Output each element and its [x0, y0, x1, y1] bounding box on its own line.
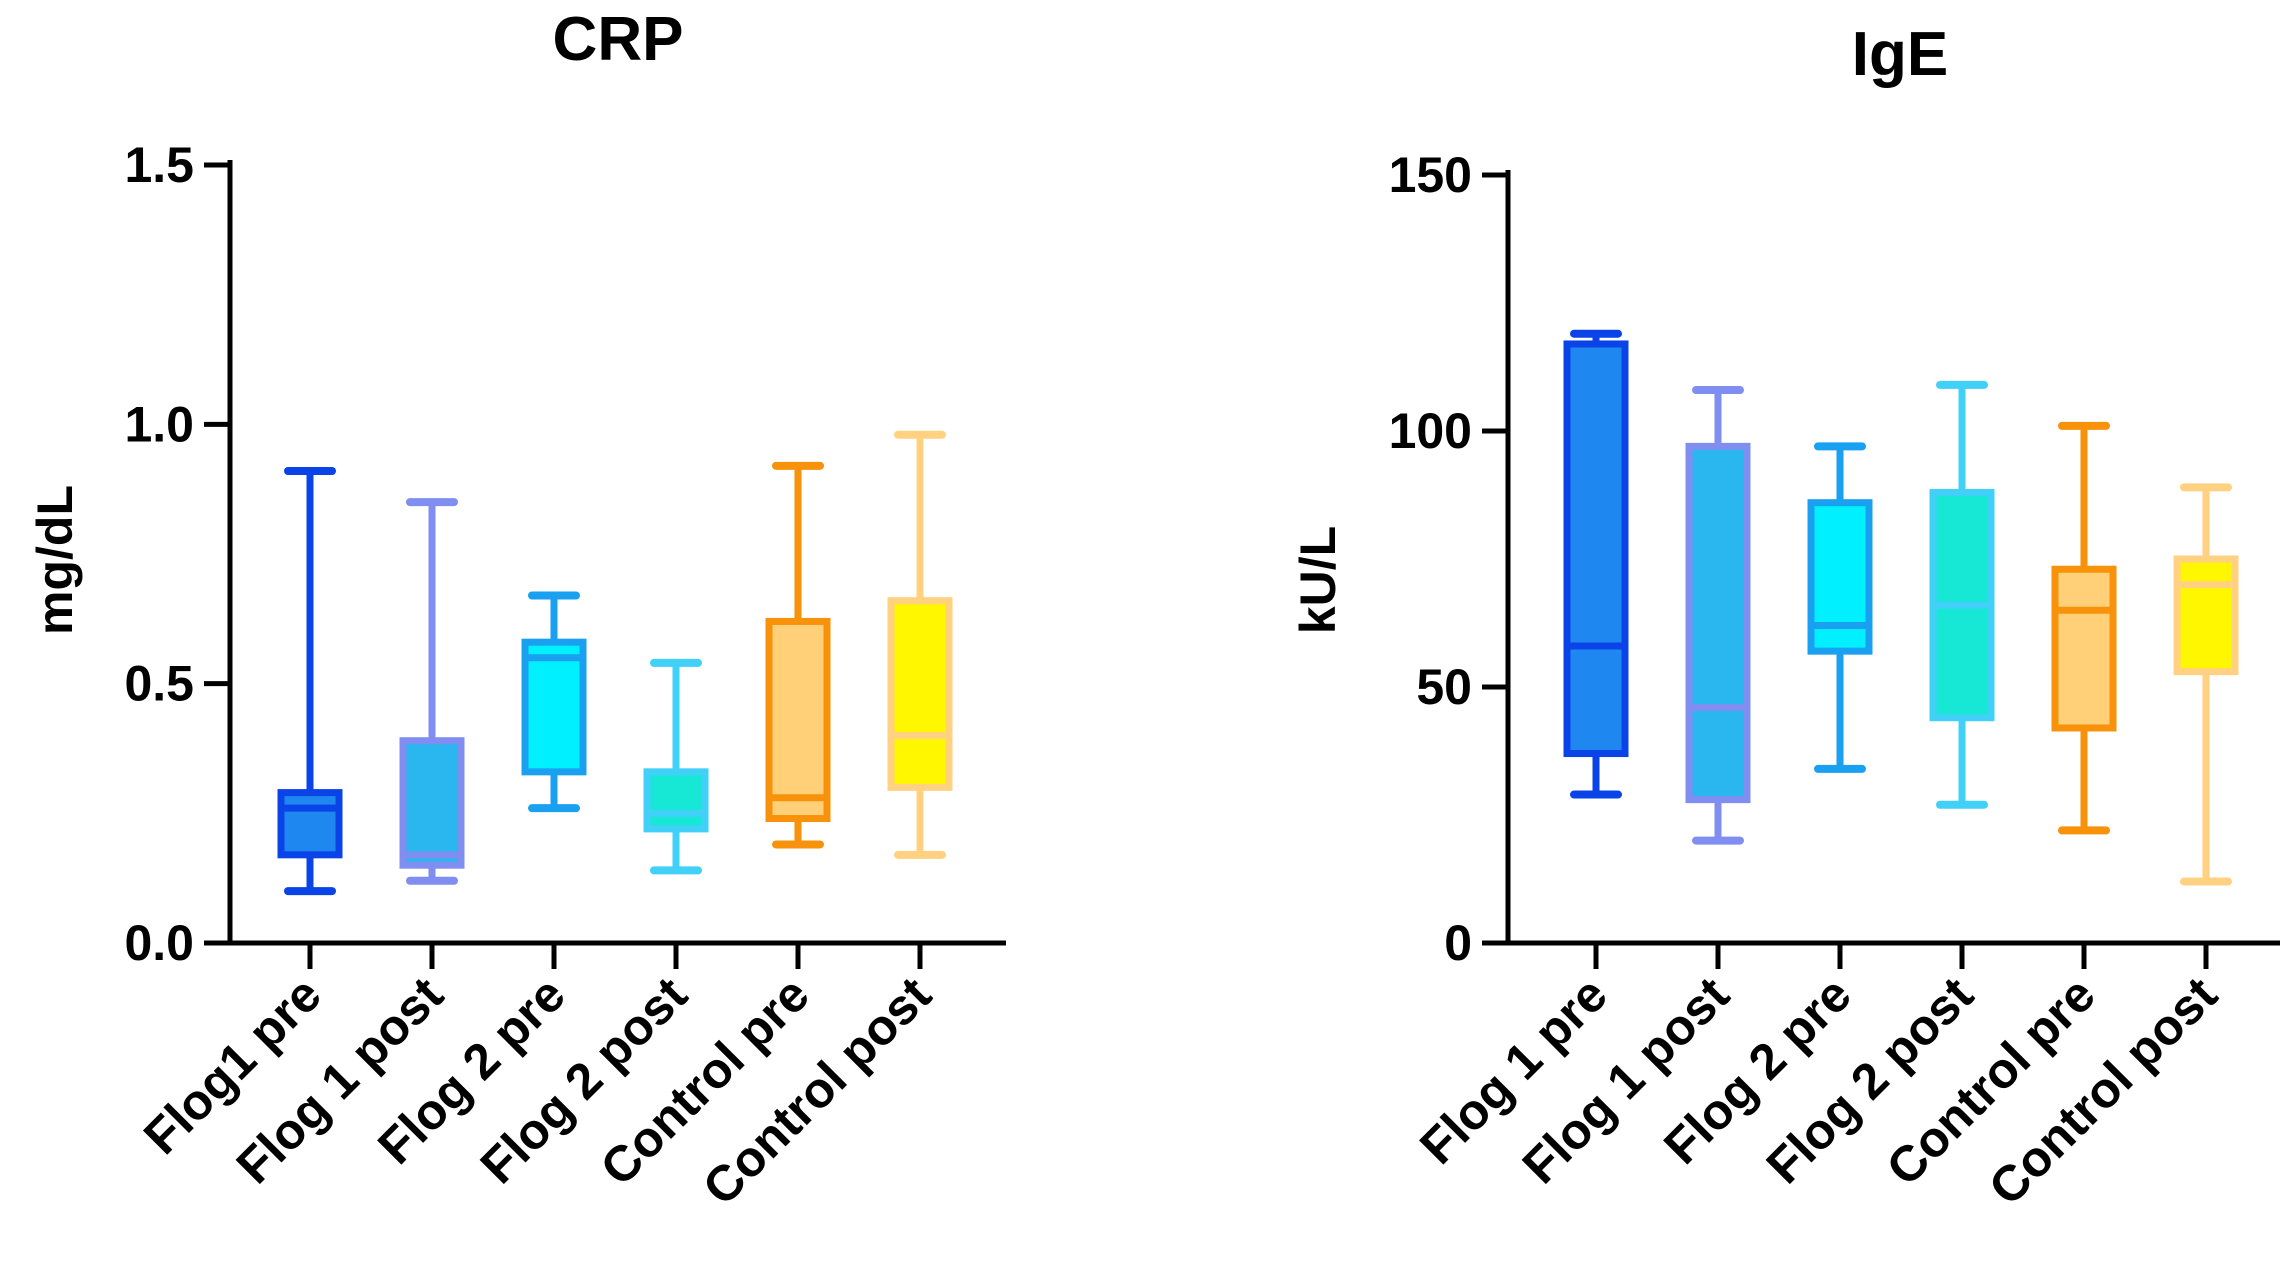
- iqr-box: [887, 597, 953, 791]
- iqr-box: [765, 617, 831, 823]
- box-1: [277, 467, 343, 896]
- box-4: [643, 658, 709, 875]
- iqr-box: [1685, 442, 1751, 804]
- box-4: [1929, 380, 1995, 809]
- iqr-box: [643, 768, 709, 833]
- y-tick-label: 0.5: [124, 656, 194, 712]
- box-5: [2051, 421, 2117, 835]
- iqr-box: [2051, 565, 2117, 732]
- y-tick-label: 150: [1389, 147, 1472, 203]
- box-series: [277, 430, 953, 896]
- iqr-box: [1563, 340, 1629, 758]
- chart-title: CRP: [553, 5, 684, 74]
- y-axis-ticks: 0 50 100 150: [1389, 147, 1508, 971]
- box-6: [2173, 483, 2239, 886]
- iqr-box: [399, 737, 465, 869]
- box-2: [1685, 386, 1751, 845]
- y-tick-label: 0: [1444, 915, 1472, 971]
- box-3: [521, 591, 587, 813]
- box-3: [1807, 442, 1873, 773]
- box-5: [765, 461, 831, 849]
- iqr-box: [521, 638, 587, 776]
- box-2: [399, 498, 465, 885]
- y-tick-label: 1.0: [124, 396, 194, 452]
- box-series: [1563, 329, 2239, 886]
- y-axis-label: kU/L: [1290, 526, 1346, 634]
- y-axis-label: mg/dL: [27, 485, 83, 635]
- y-tick-label: 50: [1416, 659, 1472, 715]
- y-tick-label: 1.5: [124, 137, 194, 193]
- y-tick-label: 100: [1389, 403, 1472, 459]
- iqr-box: [277, 789, 343, 859]
- box-6: [887, 430, 953, 859]
- y-axis-ticks: 0.0 0.5 1.0 1.5: [124, 137, 230, 971]
- y-tick-label: 0.0: [124, 915, 194, 971]
- iqr-box: [2173, 555, 2239, 676]
- chart-title: IgE: [1852, 20, 1948, 89]
- box-1: [1563, 329, 1629, 799]
